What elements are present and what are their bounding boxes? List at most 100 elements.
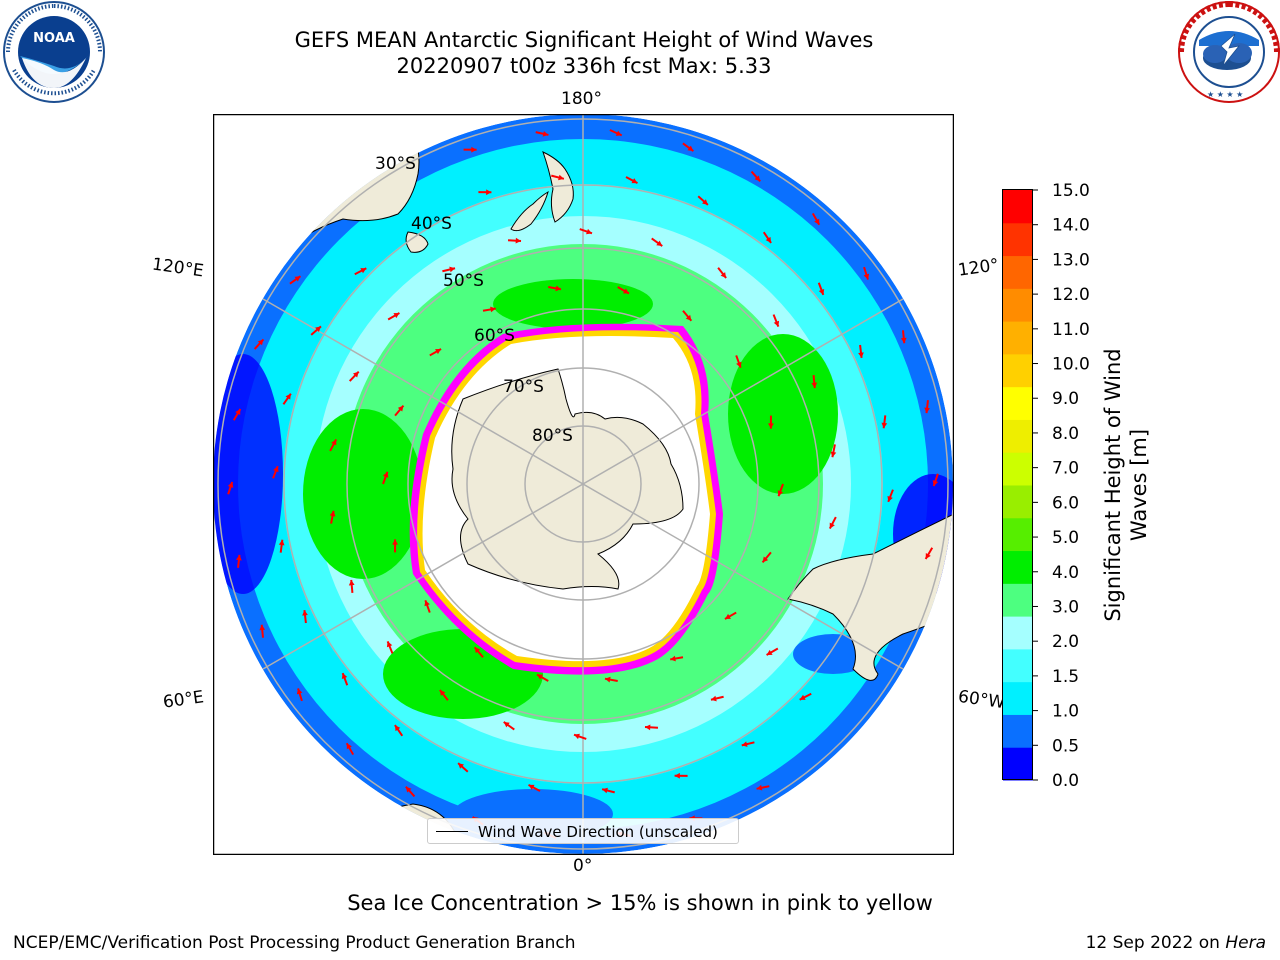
wind-arrow-head <box>863 273 870 280</box>
wind-arrow-head <box>386 641 393 648</box>
wind-arrow-head <box>720 272 727 278</box>
colorbar-block <box>1003 517 1033 552</box>
wind-arrow-head <box>273 466 279 473</box>
wind-arrow-head <box>925 552 931 559</box>
wind-arrow-head <box>439 690 446 696</box>
wind-arrow-head <box>829 522 835 529</box>
wind-arrow-head <box>736 361 742 368</box>
colorbar-tick-label: 13.0 <box>1052 250 1090 270</box>
wind-arrow-head <box>278 539 285 546</box>
ocean-field <box>213 114 953 854</box>
wind-arrow-head <box>773 320 780 327</box>
meridian-60e-120w <box>262 298 904 670</box>
wind-arrow-head <box>257 339 264 346</box>
lon-label-120e: 120°E <box>150 254 205 282</box>
colorbar-block <box>1003 681 1033 715</box>
colorbar-frame <box>1002 189 1033 780</box>
wind-arrow-head <box>924 407 930 414</box>
wind-arrow-head <box>765 236 772 243</box>
chart-subtitle: 20220907 t00z 336h fcst Max: 5.33 <box>396 54 772 78</box>
colorbar-block <box>1003 190 1033 224</box>
wind-arrow-head <box>471 146 477 153</box>
footer-host: Hera <box>1225 933 1266 953</box>
wind-arrow-head <box>622 288 629 294</box>
colorbar-block <box>1003 419 1033 453</box>
colorbar-block <box>1003 583 1033 617</box>
wind-arrow-head <box>341 673 348 680</box>
wind-arrow-head <box>799 694 806 700</box>
lat-label: 70°S <box>503 377 544 397</box>
colorbar-block <box>1003 714 1033 748</box>
wind-arrow-head <box>348 579 355 586</box>
wind-arrow-head <box>352 371 359 378</box>
colorbar-block <box>1003 616 1033 650</box>
wind-arrow-head <box>458 763 464 769</box>
wind-arrow-head <box>670 655 676 662</box>
wind-arrow-head <box>674 772 680 779</box>
colorbar-block <box>1003 222 1033 257</box>
lat-label: 40°S <box>411 214 452 234</box>
wind-arrow-head <box>602 787 608 794</box>
wind-arrow-head <box>315 326 321 332</box>
wind-arrow-head <box>542 131 549 137</box>
lon-label-180: 180° <box>561 89 602 109</box>
colorbar-tick-label: 9.0 <box>1052 389 1079 409</box>
wind-arrow-head <box>329 510 336 517</box>
map-frame <box>213 114 954 855</box>
colorbar-tick-label: 1.5 <box>1052 667 1079 687</box>
colorbar-block <box>1003 321 1033 355</box>
footer-date: 12 Sep 2022 on Hera <box>1086 933 1266 953</box>
wind-arrow-head <box>830 451 837 458</box>
colorbar-tick-label: 5.0 <box>1052 528 1079 548</box>
wind-arrow-head <box>397 405 404 412</box>
polar-map: 30°S 40°S 50°S 60°S 70°S 80°S <box>213 114 954 855</box>
lat-labels: 30°S 40°S 50°S 60°S 70°S 80°S <box>375 154 573 446</box>
wind-arrow-head <box>331 439 337 446</box>
colorbar-tick-label: 7.0 <box>1052 459 1079 479</box>
colorbar-tick-label: 4.0 <box>1052 563 1079 583</box>
wind-arrow-head <box>227 481 234 488</box>
colorbar-block <box>1003 452 1033 486</box>
colorbar-block <box>1003 648 1033 683</box>
wind-arrow-head <box>710 695 717 702</box>
colorbar-tick-label: 0.5 <box>1052 736 1079 756</box>
wind-arrow-head <box>235 409 241 416</box>
wind-arrow-head <box>259 624 266 631</box>
wind-arrow-head <box>702 199 708 205</box>
noaa-logo: NOAA <box>3 1 105 103</box>
wave-patch-0.5 <box>213 354 283 594</box>
wind-arrow-head <box>490 306 496 313</box>
colorbar-block <box>1003 550 1033 584</box>
nws-logo: ★ ★ ★ ★ <box>1178 1 1280 103</box>
wind-arrow-head <box>814 218 820 225</box>
map-legend: Wind Wave Direction (unscaled) <box>427 818 739 844</box>
wind-arrow-head <box>573 733 580 740</box>
new-zealand-north <box>542 151 574 223</box>
wind-arrow-head <box>296 688 303 695</box>
wind-arrow-head <box>685 314 692 321</box>
colorbar-block <box>1003 386 1033 420</box>
colorbar-tick-label: 12.0 <box>1052 285 1090 305</box>
wind-arrow-head <box>586 228 593 235</box>
wind-arrow-head <box>346 743 352 750</box>
wind-arrow-head <box>724 613 731 620</box>
wind-arrow-head <box>887 495 893 502</box>
colorbar-block <box>1003 255 1033 289</box>
wind-arrow-head <box>756 784 763 791</box>
colorbar-tick-label: 11.0 <box>1052 320 1090 340</box>
wind-arrow-head <box>392 539 398 545</box>
colorbar-block <box>1003 353 1033 388</box>
wind-arrow-head <box>236 554 242 561</box>
wind-arrow-head <box>405 786 412 793</box>
wind-arrow-head <box>762 556 769 563</box>
wind-arrow-head <box>360 268 367 274</box>
colorbar-tick-label: 8.0 <box>1052 424 1079 444</box>
antarctica-landmass <box>451 368 684 590</box>
colorbar-title-line1: Significant Height of Wind <box>1101 348 1125 622</box>
wave-patch-4.0 <box>303 409 423 579</box>
chart-title: GEFS MEAN Antarctic Significant Height o… <box>294 28 874 52</box>
colorbar-block <box>1003 747 1033 781</box>
colorbar-title: Significant Height of Wind Waves [m] <box>1100 285 1160 685</box>
colorbar-tick-label: 6.0 <box>1052 493 1079 513</box>
legend-line-sample <box>436 831 468 832</box>
